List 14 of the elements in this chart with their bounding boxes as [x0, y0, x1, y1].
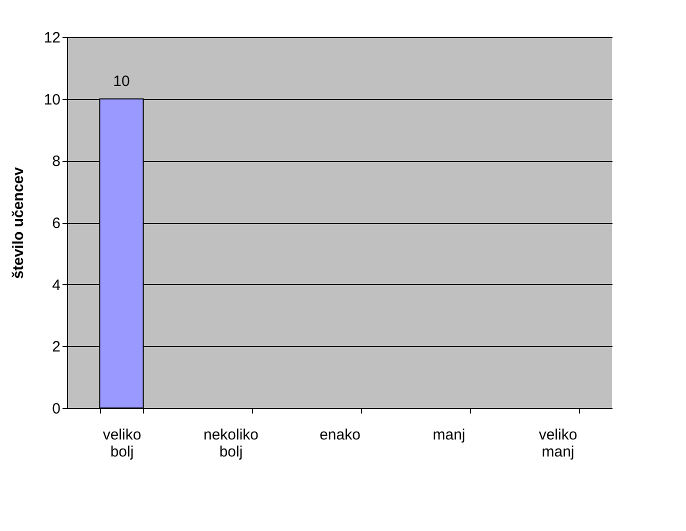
x-tick-label: enako — [320, 426, 360, 444]
y-tick-label: 8 — [52, 153, 60, 170]
x-tick-label: veliko bolj — [102, 426, 142, 460]
data-label: 10 — [113, 72, 130, 90]
y-tick-label: 0 — [52, 400, 60, 418]
y-tick-label: 2 — [52, 338, 60, 356]
y-tick-label: 6 — [52, 215, 60, 232]
y-tick-label: 4 — [52, 276, 60, 294]
x-tick-label: veliko manj — [538, 426, 578, 460]
y-tick-label: 12 — [44, 30, 60, 46]
x-tick-label: nekoliko bolj — [203, 426, 259, 460]
y-tick-label: 10 — [44, 91, 60, 108]
x-tick-label: manj — [432, 426, 466, 444]
y-axis-title: število učencev — [10, 166, 27, 279]
